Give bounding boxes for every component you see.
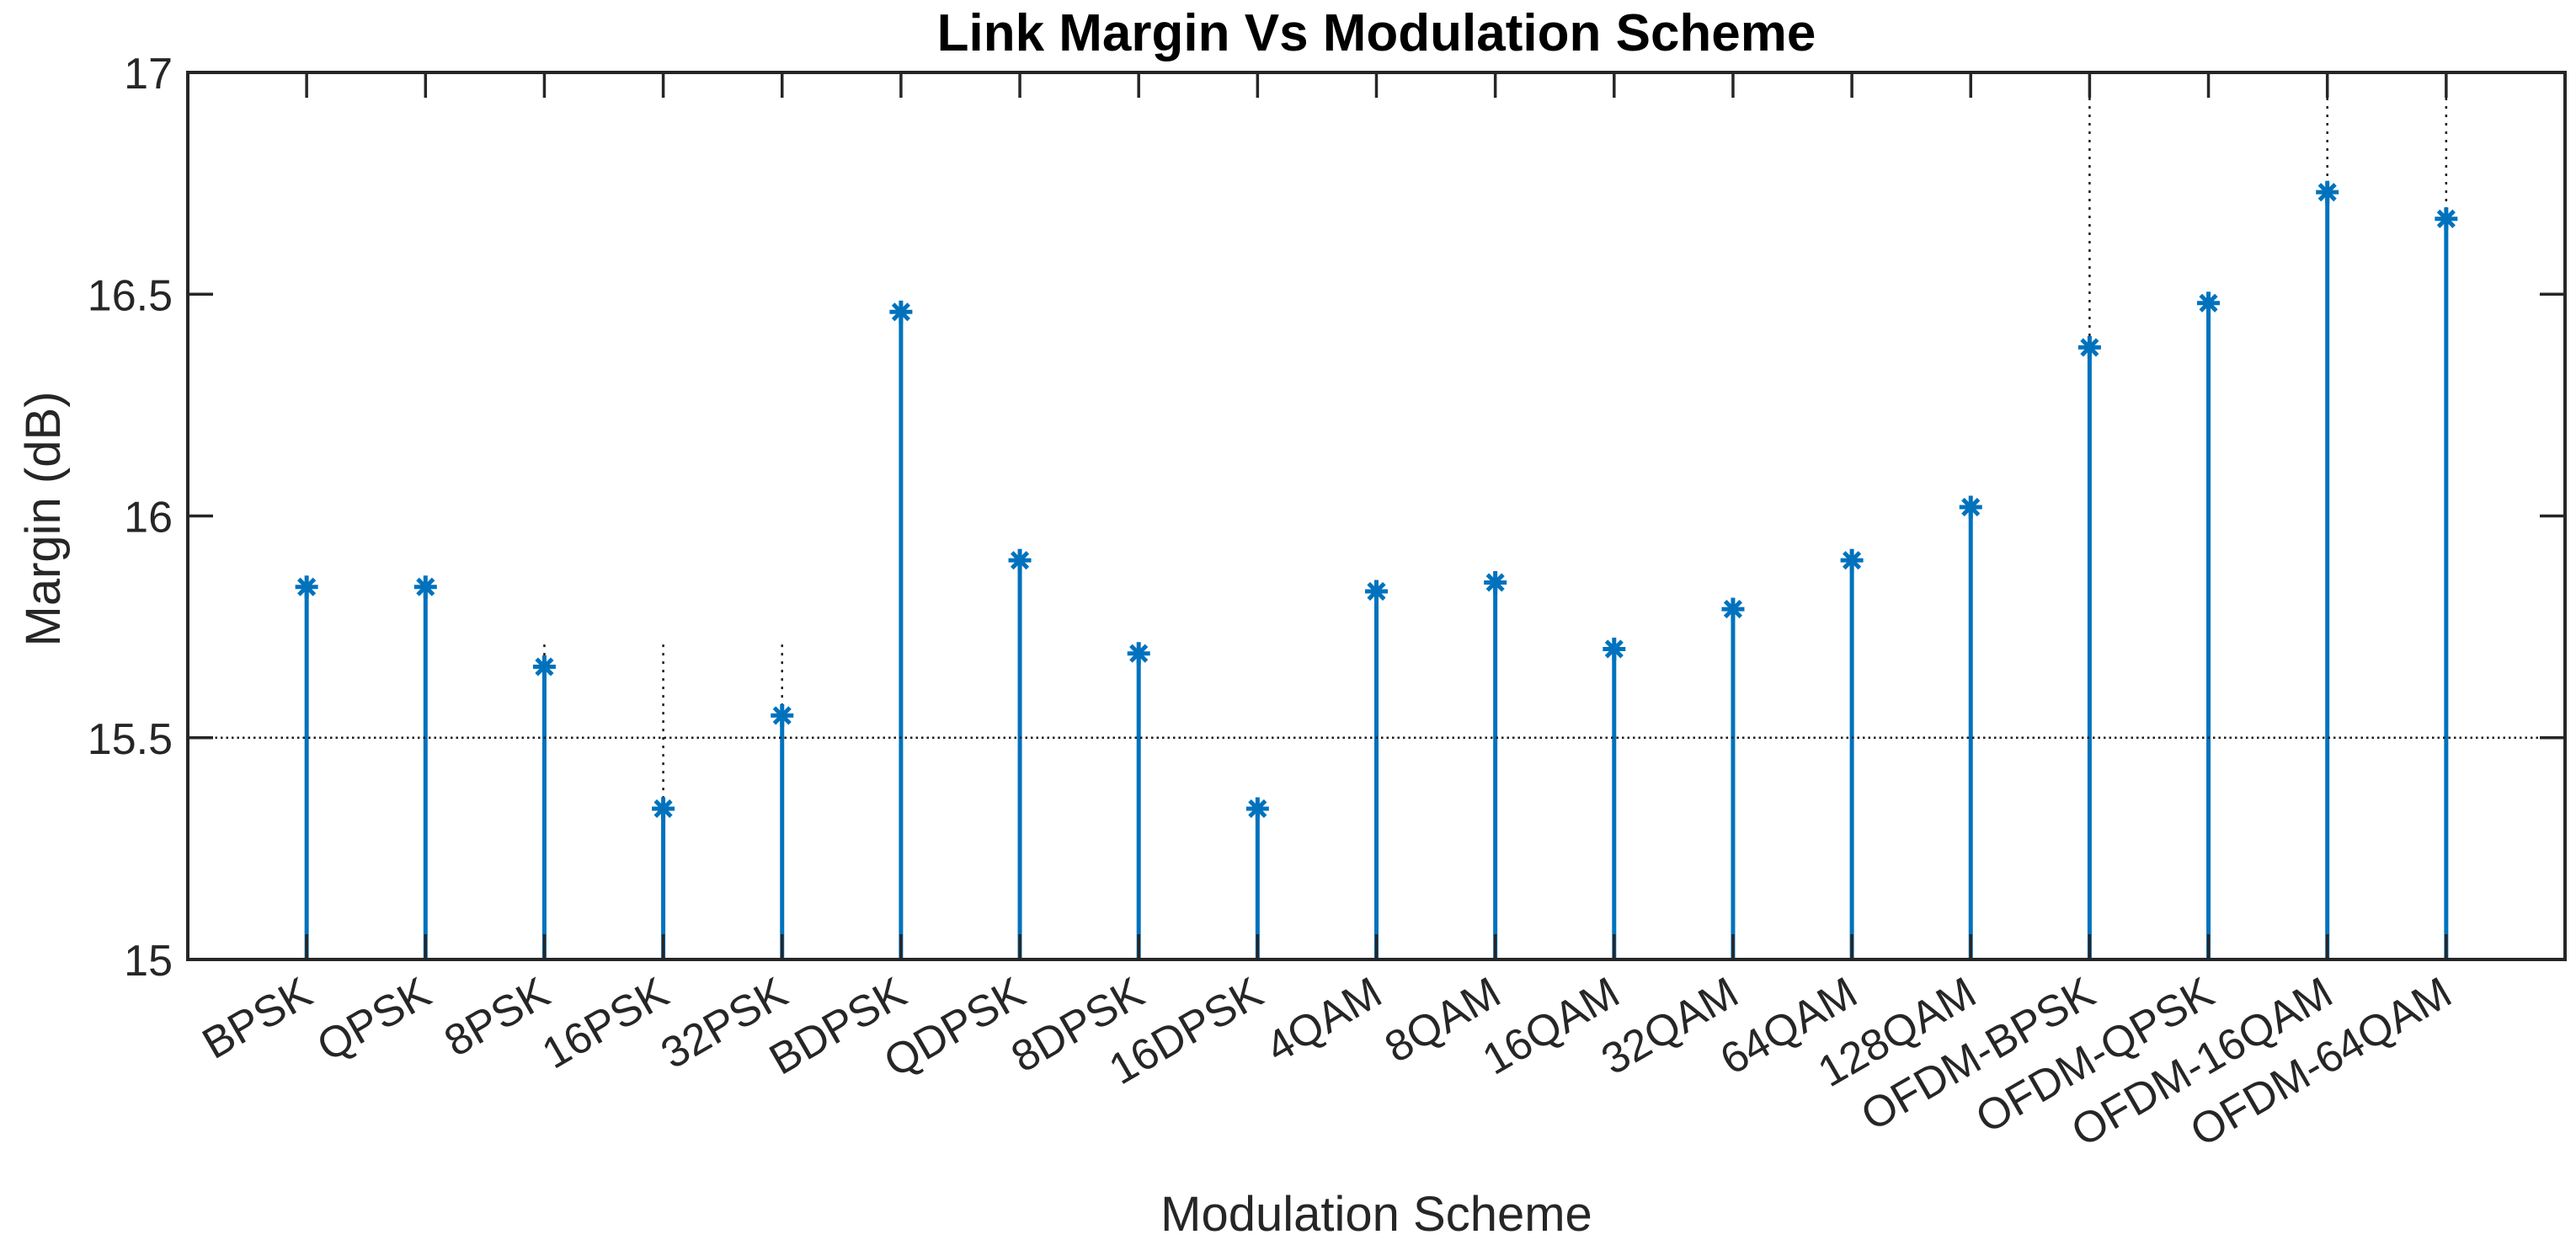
y-tick-label: 15.5 xyxy=(88,715,173,764)
stem-marker xyxy=(2077,335,2101,359)
x-axis-label: Modulation Scheme xyxy=(1160,1187,1592,1242)
x-tick-label: 4QAM xyxy=(1258,968,1390,1072)
x-tick-label: QPSK xyxy=(309,968,439,1072)
stem-marker xyxy=(771,703,794,727)
x-tick-label: 32QAM xyxy=(1593,968,1747,1084)
x-tick-label: 16QAM xyxy=(1475,968,1628,1084)
stem-marker xyxy=(1365,580,1388,603)
stem-marker xyxy=(1603,637,1626,660)
stem-marker xyxy=(652,797,675,820)
y-tick-label: 15 xyxy=(124,937,173,986)
stem-marker xyxy=(1245,797,1269,820)
stem-marker xyxy=(532,655,556,679)
x-tick-label: 8PSK xyxy=(436,968,557,1066)
stem-marker xyxy=(1840,548,1864,572)
stem-marker xyxy=(1959,495,1982,519)
stem-marker xyxy=(889,300,913,323)
stem-marker xyxy=(2197,291,2221,315)
y-tick-label: 17 xyxy=(124,50,173,99)
y-tick-label: 16 xyxy=(124,494,173,542)
x-tick-label: BPSK xyxy=(195,968,320,1069)
stem-marker xyxy=(1127,642,1150,665)
stem-marker xyxy=(2435,207,2458,231)
y-tick-label: 16.5 xyxy=(88,271,173,320)
stem-marker xyxy=(413,575,437,599)
stem-marker xyxy=(1008,548,1032,572)
stem-marker xyxy=(1721,597,1745,621)
stem-marker xyxy=(2316,180,2339,204)
chart-title: Link Margin Vs Modulation Scheme xyxy=(936,4,1816,62)
stem-marker xyxy=(1484,570,1507,594)
x-tick-label: 16PSK xyxy=(534,968,676,1078)
stem-marker xyxy=(295,575,318,599)
